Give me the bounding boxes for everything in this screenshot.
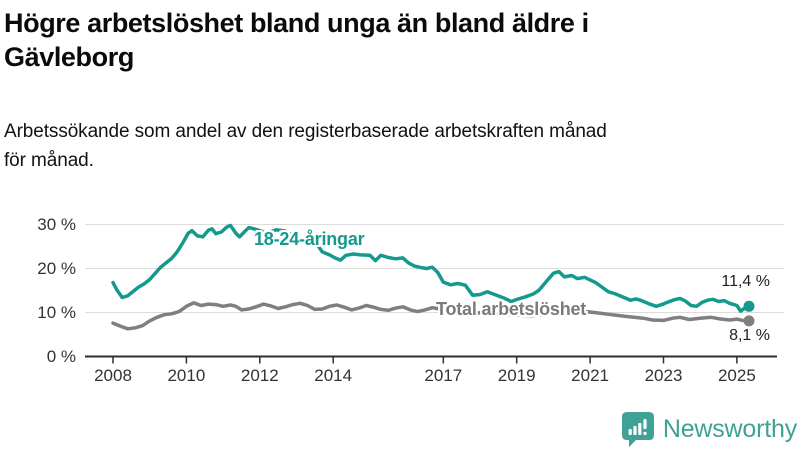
newsworthy-wordmark: Newsworthy	[662, 414, 797, 443]
series-label-total: Total arbetslöshet	[436, 299, 587, 319]
chart-title-line1: Högre arbetslöshet bland unga än bland ä…	[4, 8, 589, 38]
x-tick-label: 2023	[644, 366, 683, 385]
y-tick-label: 30 %	[37, 214, 76, 234]
series-label-18-24: 18-24-åringar	[254, 229, 365, 249]
chart-subtitle-line1: Arbetssökande som andel av den registerb…	[4, 121, 607, 142]
x-tick-label: 2021	[571, 366, 609, 385]
chart-title: Högre arbetslöshet bland unga än bland ä…	[4, 6, 704, 74]
x-tick-label: 2012	[240, 366, 279, 385]
end-value-18-24: 11,4 %	[721, 273, 770, 290]
series-line-total	[111, 301, 751, 331]
series-end-dot-young	[743, 300, 755, 312]
x-tick-label: 2017	[424, 366, 463, 385]
chart-title-line2: Gävleborg	[4, 42, 134, 72]
series-end-dot-total	[743, 315, 755, 327]
x-tick-label: 2014	[314, 366, 353, 385]
x-tick-label: 2008	[94, 366, 132, 385]
newsworthy-bar-chart-bubble-icon	[621, 412, 654, 447]
newsworthy-logo: Newsworthy	[621, 411, 797, 447]
y-tick-label: 10 %	[37, 302, 76, 322]
y-tick-label: 20 %	[37, 258, 76, 278]
x-tick-label: 2010	[167, 366, 206, 385]
end-value-total: 8,1 %	[729, 327, 770, 344]
y-tick-label: 0 %	[46, 346, 76, 366]
series-line-young	[111, 223, 751, 313]
x-tick-label: 2019	[497, 366, 536, 385]
chart-subtitle: Arbetssökande som andel av den registerb…	[4, 117, 694, 175]
chart-subtitle-line2: för månad.	[4, 150, 94, 171]
x-tick-label: 2025	[717, 366, 756, 385]
